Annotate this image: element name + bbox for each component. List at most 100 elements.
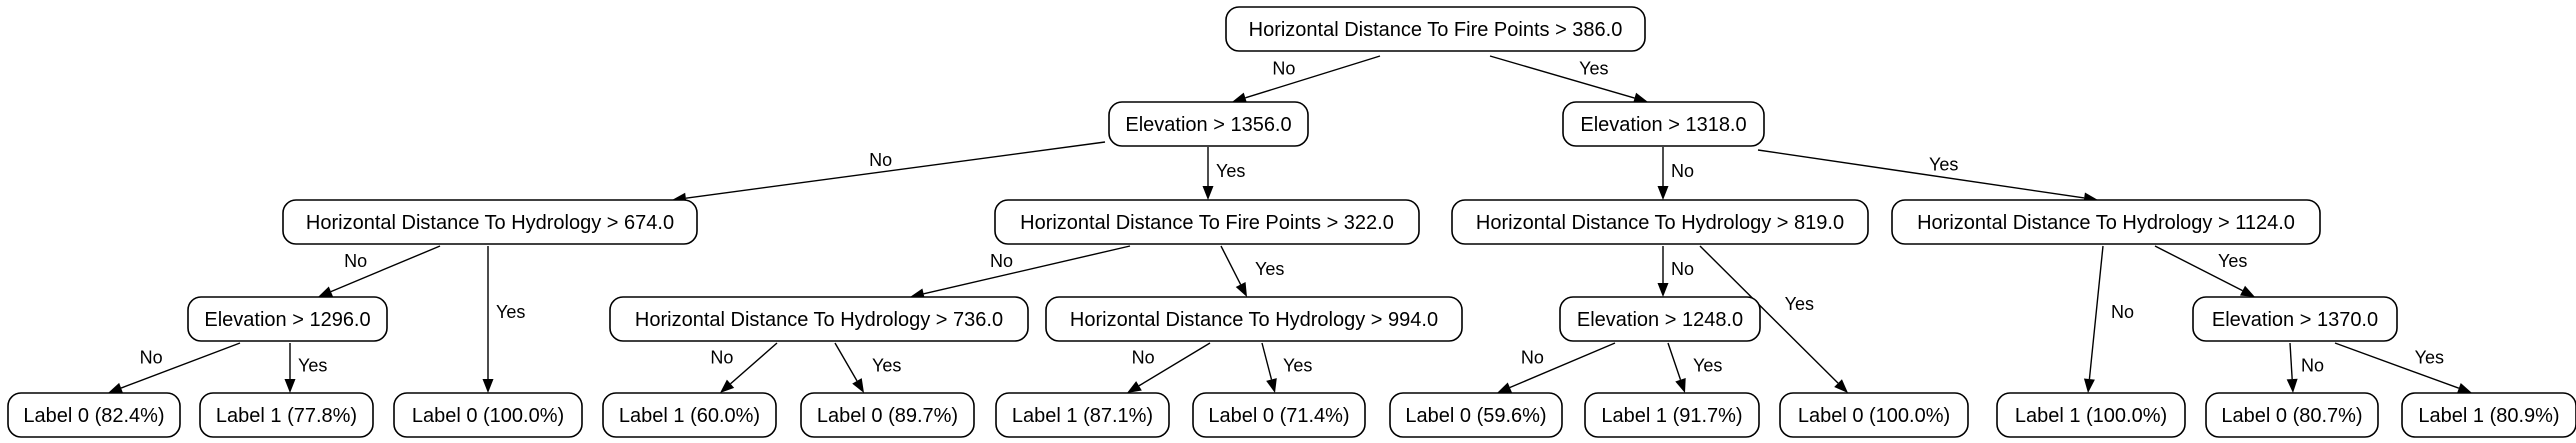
- node-label: Elevation > 1318.0: [1580, 114, 1746, 136]
- arrowhead-icon: [108, 382, 124, 394]
- node-label: Horizontal Distance To Fire Points > 322…: [1020, 212, 1394, 234]
- edge-label-yes: Yes: [1255, 259, 1284, 279]
- edge-line: [730, 342, 778, 385]
- node-label: Label 0 (82.4%): [23, 405, 164, 427]
- edge-line: [1699, 245, 1839, 384]
- node-label: Label 0 (100.0%): [412, 405, 564, 427]
- decision-node-n6: Horizontal Distance To Hydrology > 1124.…: [1891, 199, 2321, 245]
- leaf-node-l2: Label 1 (77.8%): [199, 392, 374, 438]
- edge-n1-to-n3: No: [672, 141, 1106, 204]
- node-label: Label 0 (59.6%): [1405, 405, 1546, 427]
- node-box: [800, 392, 975, 438]
- edge-line: [1261, 342, 1273, 380]
- node-box: [393, 392, 583, 438]
- edge-line: [1220, 245, 1242, 285]
- leaf-node-l7: Label 0 (71.4%): [1192, 392, 1366, 438]
- arrowhead-icon: [1657, 283, 1669, 297]
- node-label: Horizontal Distance To Hydrology > 1124.…: [1917, 212, 2295, 234]
- edge-n9-to-l7: Yes: [1261, 342, 1312, 393]
- edge-n6-to-l11: No: [2083, 245, 2134, 393]
- node-label: Elevation > 1356.0: [1125, 114, 1291, 136]
- edge-label-no: No: [869, 150, 892, 170]
- decision-node-n11: Elevation > 1370.0: [2192, 296, 2398, 342]
- node-label: Horizontal Distance To Hydrology > 674.0: [306, 212, 674, 234]
- node-box: [1389, 392, 1563, 438]
- edge-label-yes: Yes: [2218, 251, 2247, 271]
- edge-n1-to-n4: Yes: [1202, 147, 1245, 200]
- node-label: Elevation > 1370.0: [2212, 309, 2378, 331]
- decision-node-n0: Horizontal Distance To Fire Points > 386…: [1225, 6, 1646, 52]
- edge-line: [2289, 342, 2293, 380]
- edge-label-no: No: [1521, 348, 1544, 368]
- edge-n3-to-l3: Yes: [482, 246, 525, 393]
- edge-label-no: No: [1671, 161, 1694, 181]
- leaf-node-l4: Label 1 (60.0%): [602, 392, 777, 438]
- node-box: [1559, 296, 1761, 342]
- node-label: Horizontal Distance To Hydrology > 994.0: [1070, 309, 1438, 331]
- node-box: [199, 392, 374, 438]
- edge-label-yes: Yes: [1785, 294, 1814, 314]
- node-label: Elevation > 1248.0: [1577, 309, 1743, 331]
- node-box: [609, 296, 1029, 342]
- edge-line: [120, 342, 241, 389]
- node-box: [1996, 392, 2186, 438]
- edge-n11-to-l12: No: [2286, 342, 2324, 393]
- edge-n7-to-l1: No: [108, 342, 241, 394]
- edge-label-no: No: [140, 348, 163, 368]
- node-box: [1108, 101, 1309, 147]
- node-box: [994, 199, 1420, 245]
- arrowhead-icon: [720, 379, 735, 393]
- arrowhead-icon: [1657, 186, 1669, 200]
- edge-label-no: No: [1671, 259, 1694, 279]
- node-label: Label 0 (71.4%): [1208, 405, 1349, 427]
- edge-label-yes: Yes: [496, 302, 525, 322]
- edge-line: [923, 245, 1131, 295]
- node-label: Horizontal Distance To Hydrology > 736.0: [635, 309, 1003, 331]
- edge-n4-to-n9: Yes: [1220, 245, 1284, 297]
- leaf-node-l9: Label 1 (91.7%): [1584, 392, 1760, 438]
- edge-line: [1757, 149, 2085, 199]
- arrowhead-icon: [1266, 378, 1277, 393]
- arrowhead-icon: [2456, 383, 2472, 394]
- edge-n4-to-n8: No: [910, 245, 1131, 300]
- node-box: [1451, 199, 1869, 245]
- node-box: [2192, 296, 2398, 342]
- node-label: Label 0 (89.7%): [817, 405, 958, 427]
- arrowhead-icon: [1633, 92, 1648, 104]
- edge-label-yes: Yes: [1579, 59, 1608, 79]
- edge-label-yes: Yes: [872, 356, 901, 376]
- edge-line: [2334, 342, 2460, 389]
- node-label: Label 1 (87.1%): [1012, 405, 1153, 427]
- tree-nodes: Horizontal Distance To Fire Points > 386…: [7, 6, 2576, 438]
- edge-line: [330, 245, 441, 293]
- arrowhead-icon: [2286, 378, 2298, 393]
- arrowhead-icon: [1232, 92, 1248, 104]
- node-label: Label 1 (80.9%): [2418, 405, 2559, 427]
- node-label: Elevation > 1296.0: [204, 309, 370, 331]
- edge-n8-to-l4: No: [710, 342, 778, 393]
- edge-n8-to-l5: Yes: [834, 342, 901, 393]
- edge-line: [2154, 245, 2243, 292]
- node-box: [995, 392, 1170, 438]
- decision-node-n2: Elevation > 1318.0: [1562, 101, 1765, 147]
- arrowhead-icon: [482, 379, 494, 393]
- leaf-node-l6: Label 1 (87.1%): [995, 392, 1170, 438]
- arrowhead-icon: [1202, 186, 1214, 200]
- node-box: [1192, 392, 1366, 438]
- edge-n6-to-n11: Yes: [2154, 245, 2255, 297]
- node-label: Horizontal Distance To Fire Points > 386…: [1249, 19, 1623, 41]
- edge-label-yes: Yes: [1283, 356, 1312, 376]
- edge-line: [685, 141, 1106, 199]
- decision-node-n10: Elevation > 1248.0: [1559, 296, 1761, 342]
- edge-n5-to-l10: Yes: [1699, 245, 1848, 393]
- decision-node-n9: Horizontal Distance To Hydrology > 994.0: [1045, 296, 1463, 342]
- edge-label-no: No: [710, 348, 733, 368]
- edge-label-no: No: [344, 251, 367, 271]
- node-box: [1225, 6, 1646, 52]
- edge-n10-to-l9: Yes: [1667, 342, 1722, 393]
- edge-label-no: No: [1132, 348, 1155, 368]
- node-box: [187, 296, 388, 342]
- edge-line: [1138, 342, 1211, 387]
- edge-label-no: No: [990, 251, 1013, 271]
